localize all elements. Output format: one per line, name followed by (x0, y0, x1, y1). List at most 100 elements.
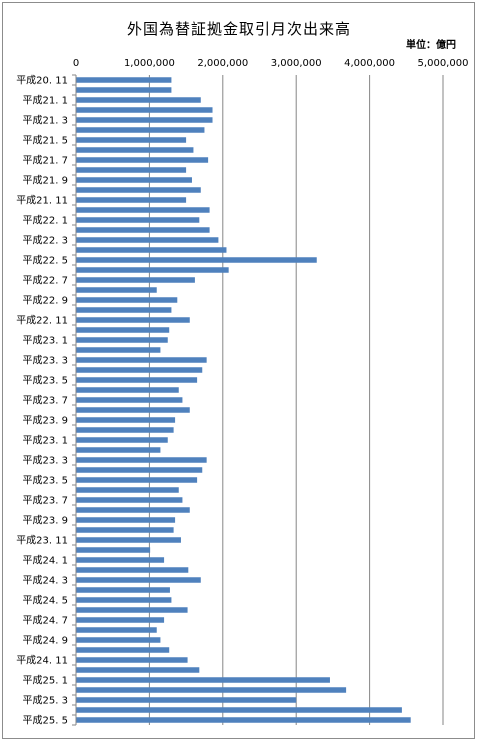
bar (76, 177, 192, 183)
bar (76, 547, 151, 553)
category-label: 平成23. 3 (23, 455, 68, 467)
x-tick-label: 3,000,000 (271, 58, 322, 69)
category-label: 平成22. 5 (23, 255, 68, 267)
category-label: 平成21. 3 (23, 115, 68, 127)
category-label: 平成24. 9 (23, 635, 68, 647)
category-label: 平成23. 9 (23, 415, 68, 427)
bar (76, 437, 168, 443)
category-label: 平成23. 5 (23, 475, 68, 487)
x-tick-label: 5,000,000 (418, 58, 469, 69)
bar (76, 317, 190, 323)
bar (76, 167, 187, 173)
bar (76, 97, 201, 103)
bar (76, 427, 174, 433)
bar (76, 327, 170, 333)
category-label: 平成21. 11 (16, 195, 68, 207)
bar (76, 657, 188, 663)
bar (76, 127, 205, 133)
category-label: 平成22. 9 (23, 295, 68, 307)
x-tick-label: 1,000,000 (124, 58, 175, 69)
bar (76, 717, 411, 723)
category-label: 平成24. 5 (23, 595, 68, 607)
bar (76, 207, 210, 213)
bar (76, 417, 176, 423)
category-label: 平成23. 1 (23, 435, 68, 447)
bar (76, 147, 194, 153)
category-label: 平成23. 5 (23, 375, 68, 387)
bar (76, 337, 168, 343)
category-label: 平成21. 7 (23, 155, 68, 167)
bar (76, 267, 229, 273)
bar (76, 567, 189, 573)
bar (76, 627, 157, 633)
bar (76, 197, 187, 203)
bar (76, 597, 172, 603)
bar (76, 707, 402, 713)
category-label: 平成20. 11 (16, 75, 68, 87)
x-tick-label: 0 (73, 58, 79, 69)
x-tick-label: 4,000,000 (344, 58, 395, 69)
category-label: 平成25. 1 (23, 675, 68, 687)
category-label: 平成24. 11 (16, 655, 68, 667)
category-label: 平成23. 9 (23, 515, 68, 527)
category-label: 平成23. 3 (23, 355, 68, 367)
bar (76, 307, 172, 313)
bar (76, 277, 195, 283)
bar (76, 387, 179, 393)
bar (76, 477, 198, 483)
bar (76, 77, 172, 83)
bar (76, 527, 174, 533)
bar (76, 447, 161, 453)
bar (76, 397, 183, 403)
category-label: 平成24. 7 (23, 615, 68, 627)
bar (76, 697, 297, 703)
bar (76, 687, 347, 693)
bar (76, 647, 170, 653)
bar (76, 487, 179, 493)
bar (76, 287, 157, 293)
bar (76, 587, 170, 593)
bar (76, 227, 210, 233)
bar (76, 517, 176, 523)
bar (76, 677, 330, 683)
category-label: 平成24. 3 (23, 575, 68, 587)
bar (76, 297, 178, 303)
bar (76, 617, 165, 623)
bar (76, 157, 209, 163)
bar (76, 577, 201, 583)
category-label: 平成23. 7 (23, 495, 68, 507)
bar (76, 407, 190, 413)
category-label: 平成22. 3 (23, 235, 68, 247)
category-label: 平成24. 1 (23, 555, 68, 567)
category-label: 平成21. 9 (23, 175, 68, 187)
bar (76, 507, 190, 513)
bar (76, 87, 172, 93)
bar (76, 667, 200, 673)
category-label: 平成23. 7 (23, 395, 68, 407)
bar (76, 557, 165, 563)
bar (76, 257, 317, 263)
bar (76, 467, 203, 473)
bar (76, 497, 183, 503)
bar (76, 117, 213, 123)
bar (76, 237, 219, 243)
category-label: 平成23. 1 (23, 335, 68, 347)
unit-label: 単位：億円 (406, 40, 456, 51)
category-label: 平成21. 5 (23, 135, 68, 147)
bar (76, 137, 187, 143)
category-label: 平成22. 1 (23, 215, 68, 227)
bar (76, 377, 198, 383)
bar (76, 347, 161, 353)
bar (76, 607, 188, 613)
category-label: 平成25. 5 (23, 715, 68, 727)
bar (76, 107, 213, 113)
category-label: 平成22. 7 (23, 275, 68, 287)
bar (76, 217, 200, 223)
category-label: 平成22. 11 (16, 315, 68, 327)
bar (76, 367, 203, 373)
bar (76, 457, 207, 463)
category-label: 平成23. 11 (16, 535, 68, 547)
bar (76, 247, 227, 253)
category-label: 平成21. 1 (23, 95, 68, 107)
